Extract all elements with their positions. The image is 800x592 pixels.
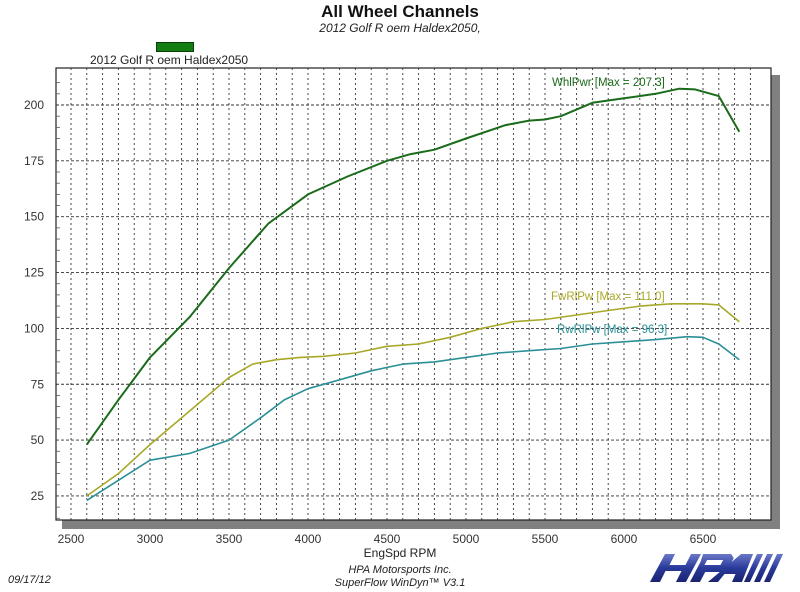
x-tick-label: 3000 [137, 532, 164, 546]
annotation-whlpwr: WhlPwr [Max = 207.3] [552, 77, 665, 89]
annotation-rwrlpw: RwRlPw [Max = 96.3] [557, 324, 667, 336]
legend-swatch [156, 42, 194, 52]
y-tick-label: 200 [24, 98, 44, 112]
x-axis-title: EngSpd RPM [364, 546, 437, 560]
y-axis-labels: 25 50 75 100 125 150 175 200 [24, 98, 44, 503]
x-tick-label: 6500 [690, 532, 717, 546]
x-tick-label: 3500 [216, 532, 243, 546]
x-tick-label: 2500 [58, 532, 85, 546]
y-tick-label: 100 [24, 321, 44, 335]
footer-date: 09/17/12 [8, 574, 51, 586]
x-tick-label: 4000 [295, 532, 322, 546]
x-axis-labels: 2500 3000 3500 4000 4500 5000 5500 6000 6500 [58, 532, 717, 546]
hpa-logo [649, 554, 784, 582]
y-tick-label: 25 [31, 489, 45, 503]
annotation-fwrlpw: FwRlPw [Max = 111.0] [551, 291, 665, 303]
x-tick-label: 5500 [532, 532, 559, 546]
footer-credits: HPA Motorsports Inc. SuperFlow WinDyn™ V… [0, 564, 800, 590]
data-series [85, 87, 741, 502]
y-tick-label: 125 [24, 266, 44, 280]
y-tick-label: 50 [31, 433, 45, 447]
chart-subtitle: 2012 Golf R oem Haldex2050, [319, 21, 481, 35]
y-tick-label: 175 [24, 154, 44, 168]
legend-label: 2012 Golf R oem Haldex2050 [90, 53, 249, 67]
y-tick-label: 75 [31, 377, 45, 391]
series-line-rwrlpw [86, 335, 740, 502]
grid-lines [56, 68, 771, 520]
x-tick-label: 6000 [611, 532, 638, 546]
y-tick-label: 150 [24, 210, 44, 224]
footer-software: SuperFlow WinDyn™ V3.1 [334, 577, 466, 589]
chart-title: All Wheel Channels [321, 2, 479, 21]
footer-company: HPA Motorsports Inc. [348, 564, 452, 576]
series-line-whlpwr [85, 87, 741, 446]
series-line-fwrlpw [86, 302, 740, 497]
x-tick-label: 4500 [374, 532, 401, 546]
x-tick-label: 5000 [453, 532, 480, 546]
plot-area [55, 67, 772, 521]
